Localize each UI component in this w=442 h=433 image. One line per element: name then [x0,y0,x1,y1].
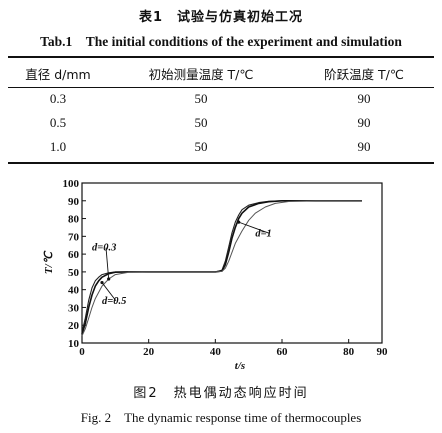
table-cell: 0.3 [49,91,67,106]
y-tick-label: 10 [68,338,80,350]
annotation-leader [238,221,270,234]
table-header-row: 直径 d/mm 初始测量温度 T/℃ 阶跃温度 T/℃ [8,60,434,87]
annotation-point [237,220,241,224]
y-tick-label: 40 [68,285,80,297]
response-chart: 10 20 30 40 50 60 70 80 90 100 0 20 40 60 80 90 t/s T/℃ d=… [43,178,389,372]
table-header-rule [8,87,434,88]
x-axis-label: t/s [235,360,245,372]
header-diameter: 直径 d/mm [25,67,91,82]
x-tick-label: 60 [277,346,289,358]
x-tick-label: 20 [143,346,155,358]
y-tick-label: 100 [63,178,80,190]
table-top-rule [8,56,434,58]
annotation-point [100,280,104,285]
header-step-temp: 阶跃温度 T/℃ [324,67,404,82]
series-line-d-0-5 [81,200,362,335]
table-title-cn: 表1 试验与仿真初始工况 [138,10,304,25]
annotation-label: d=0.3 [92,243,116,254]
table-cell: 90 [357,139,371,154]
figure-caption-cn: 图2 热电偶动态响应时间 [133,386,309,401]
table-cell: 50 [194,91,208,106]
x-tick-label: 90 [377,346,389,358]
figure-caption-en: Fig. 2 The dynamic response time of ther… [80,410,362,425]
annotation-point [107,277,111,281]
x-tick-label: 0 [79,346,85,358]
table-row: 0.5 50 90 [8,111,434,135]
y-tick-label: 20 [68,320,80,332]
y-tick-label: 30 [68,302,80,314]
table-cell: 0.5 [49,115,67,130]
table-title-en: Tab.1 The initial conditions of the expe… [40,34,402,49]
annotation-leader [105,247,110,280]
plot-frame [81,182,383,344]
table-row: 1.0 50 90 [8,135,434,159]
table-cell: 50 [194,139,208,154]
x-tick-label: 80 [343,346,355,358]
table-bottom-rule [8,162,434,164]
table-cell: 50 [194,115,208,130]
table-row: 0.3 50 90 [8,87,434,111]
annotation-label: d=0.5 [102,296,126,307]
table-cell: 1.0 [49,139,67,154]
y-axis-label: T/℃ [43,250,55,274]
conditions-table: 直径 d/mm 初始测量温度 T/℃ 阶跃温度 T/℃ 0.3 50 90 0.… [8,60,434,159]
y-tick-label: 60 [68,249,80,261]
y-tick-label: 50 [68,267,80,279]
series-line-d-1 [81,200,362,337]
x-tick-label: 40 [210,346,222,358]
y-tick-label: 90 [68,196,80,208]
y-tick-label: 80 [68,214,80,226]
series-line-d-0-3 [81,200,362,333]
table-cell: 90 [357,91,371,106]
annotation-label: d=1 [255,228,271,239]
table-cell: 90 [357,115,371,130]
y-tick-label: 70 [68,231,80,243]
annotation-leader [101,282,117,302]
header-initial-temp: 初始测量温度 T/℃ [148,67,254,82]
